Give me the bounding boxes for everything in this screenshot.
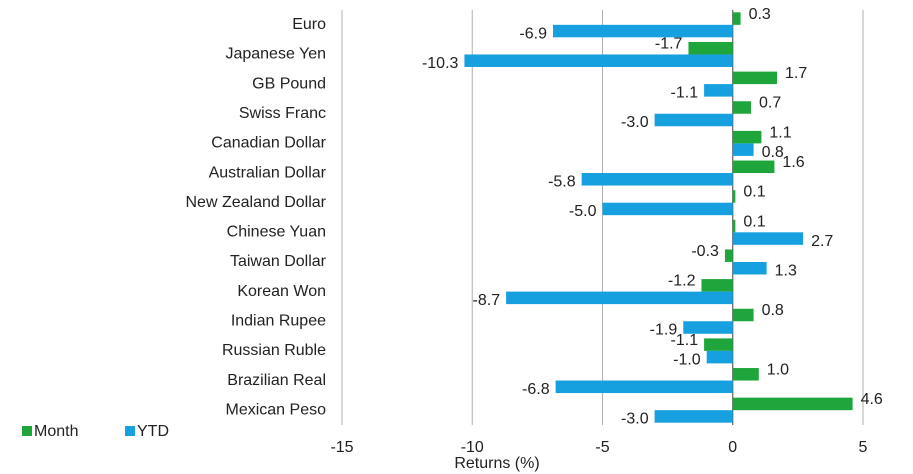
- category-label: Korean Won: [237, 283, 326, 300]
- bar: [732, 397, 853, 411]
- bar: [688, 41, 733, 55]
- bar: [732, 143, 754, 156]
- value-label: -10.3: [422, 55, 459, 72]
- bar: [581, 173, 733, 186]
- value-label: 1.3: [775, 262, 797, 279]
- value-label: 0.1: [743, 184, 765, 201]
- category-label: Japanese Yen: [225, 46, 326, 63]
- value-label: 0.7: [759, 95, 781, 112]
- value-label: -8.7: [473, 292, 501, 309]
- bar: [506, 291, 733, 305]
- category-label: Mexican Peso: [226, 401, 327, 418]
- category-label: Australian Dollar: [209, 164, 327, 181]
- x-tick-label: 5: [859, 439, 868, 456]
- value-label: 1.6: [782, 154, 804, 171]
- bar: [732, 219, 736, 233]
- bar: [704, 338, 733, 351]
- category-label: Taiwan Dollar: [230, 253, 327, 270]
- legend-label: YTD: [137, 423, 169, 440]
- bar: [704, 84, 733, 97]
- x-tick-label: -10: [461, 439, 484, 456]
- value-label: -6.9: [519, 25, 547, 42]
- bar: [732, 261, 767, 275]
- value-label: 0.1: [743, 213, 765, 230]
- bar: [732, 368, 759, 381]
- value-label: -5.8: [548, 174, 576, 191]
- bar: [553, 24, 733, 38]
- bar: [732, 130, 762, 144]
- value-label: -6.8: [522, 381, 550, 398]
- bar: [732, 160, 775, 174]
- value-label: -1.1: [671, 332, 699, 349]
- bar: [683, 321, 733, 334]
- value-label: -1.7: [655, 35, 683, 52]
- bar: [732, 190, 736, 203]
- bar: [706, 350, 733, 364]
- value-label: -1.0: [673, 351, 701, 368]
- value-label: -0.3: [691, 243, 719, 260]
- bar: [701, 279, 733, 292]
- category-label: GB Pound: [252, 75, 326, 92]
- value-label: -3.0: [621, 411, 649, 428]
- x-tick-label: -15: [330, 439, 353, 456]
- bar: [602, 202, 733, 216]
- value-label: 1.1: [769, 124, 791, 141]
- category-label: Indian Rupee: [231, 312, 326, 329]
- legend-swatch: [22, 426, 32, 436]
- bar: [732, 101, 751, 114]
- category-label: Russian Ruble: [222, 342, 326, 359]
- category-label: New Zealand Dollar: [185, 194, 326, 211]
- bar: [732, 308, 754, 322]
- value-label: 2.7: [811, 233, 833, 250]
- category-label: Canadian Dollar: [211, 135, 326, 152]
- value-label: -5.0: [569, 203, 597, 220]
- legend-label: Month: [34, 423, 78, 440]
- value-label: 0.8: [762, 302, 784, 319]
- category-label: Euro: [292, 16, 326, 33]
- category-label: Brazilian Real: [227, 372, 326, 389]
- value-label: 1.7: [785, 65, 807, 82]
- bar: [732, 12, 741, 25]
- bar: [654, 113, 733, 127]
- value-label: -1.9: [650, 322, 678, 339]
- bar: [555, 380, 733, 394]
- value-label: 0.3: [749, 6, 771, 23]
- category-label: Chinese Yuan: [227, 224, 326, 241]
- value-label: 1.0: [767, 362, 789, 379]
- x-tick-label: -5: [595, 439, 609, 456]
- value-label: 4.6: [861, 391, 883, 408]
- x-tick-label: 0: [728, 439, 737, 456]
- value-label: 0.8: [762, 144, 784, 161]
- bar: [732, 232, 804, 245]
- value-label: -1.1: [671, 85, 699, 102]
- x-axis-title: Returns (%): [454, 455, 539, 472]
- bar: [724, 249, 733, 262]
- category-label: Swiss Franc: [239, 105, 326, 122]
- value-label: -1.2: [668, 273, 696, 290]
- bar: [464, 54, 733, 67]
- legend-swatch: [125, 426, 135, 436]
- bar: [732, 71, 778, 85]
- value-label: -3.0: [621, 114, 649, 131]
- bar: [654, 410, 733, 423]
